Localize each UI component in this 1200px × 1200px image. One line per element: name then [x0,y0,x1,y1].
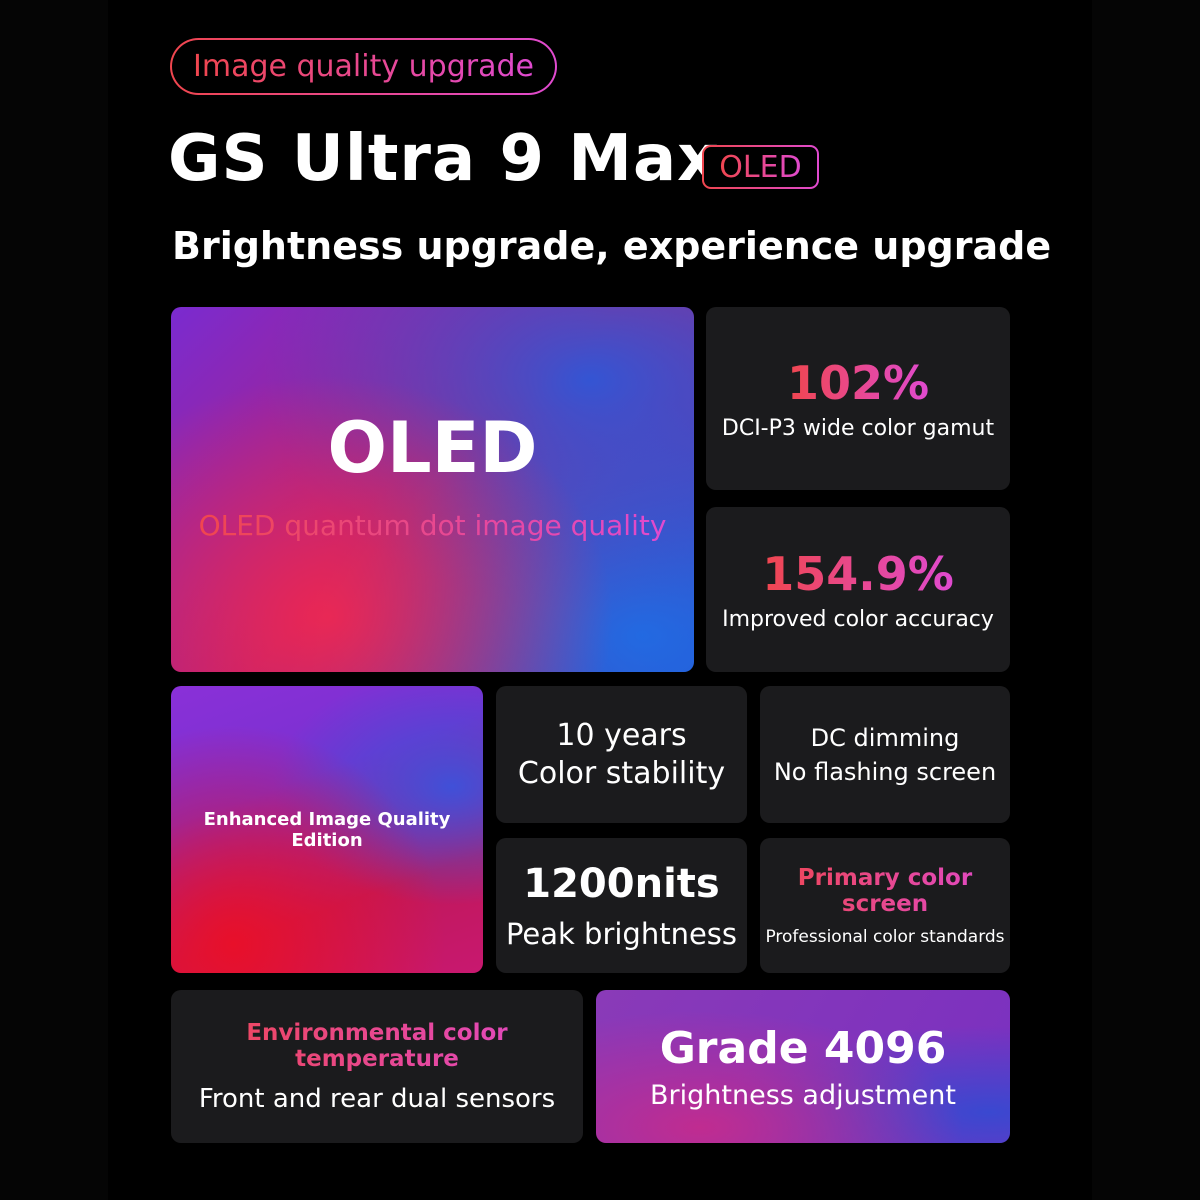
env-label: Front and rear dual sensors [198,1083,556,1114]
dc-line2: No flashing screen [773,757,997,786]
badge-label: OLED [719,149,802,185]
stat-value: 102% [786,356,930,410]
stat-label: DCI-P3 wide color gamut [721,416,995,441]
enhanced-card: Enhanced Image Quality Edition [171,686,483,973]
oled-badge: OLED [702,145,819,189]
env-color-card: Environmental color temperature Front an… [171,990,583,1143]
nits-value: 1200nits [523,860,720,907]
right-margin [1092,0,1200,1200]
tag-label: Image quality upgrade [193,49,534,84]
color-stability-card: 10 years Color stability [496,686,747,823]
subtitle: Brightness upgrade, experience upgrade [172,224,1052,268]
grade-title: Grade 4096 [659,1022,947,1074]
dc-line1: DC dimming [810,723,960,752]
primary-label: Professional color standards [765,926,1005,947]
grade-card: Grade 4096 Brightness adjustment [596,990,1010,1143]
left-margin [0,0,108,1200]
primary-title: Primary color screen [760,865,1010,917]
enhanced-label: Enhanced Image Quality Edition [203,808,451,851]
stat-value: 154.9% [762,547,954,601]
years-line2: Color stability [517,755,726,791]
dc-dimming-card: DC dimming No flashing screen [760,686,1010,823]
nits-label: Peak brightness [505,916,738,951]
grade-label: Brightness adjustment [650,1079,956,1111]
primary-color-card: Primary color screen Professional color … [760,838,1010,973]
brightness-card: 1200nits Peak brightness [496,838,747,973]
stat-card-gamut: 102% DCI-P3 wide color gamut [706,307,1010,490]
hero-card: OLED OLED quantum dot image quality [171,307,694,672]
hero-subtitle: OLED quantum dot image quality [198,509,667,542]
stat-card-accuracy: 154.9% Improved color accuracy [706,507,1010,672]
env-title: Environmental color temperature [171,1020,583,1072]
tag-pill: Image quality upgrade [170,38,557,95]
years-line1: 10 years [556,717,687,753]
stat-label: Improved color accuracy [722,607,994,632]
product-title: GS Ultra 9 Max [168,122,720,196]
hero-title: OLED [327,407,538,489]
